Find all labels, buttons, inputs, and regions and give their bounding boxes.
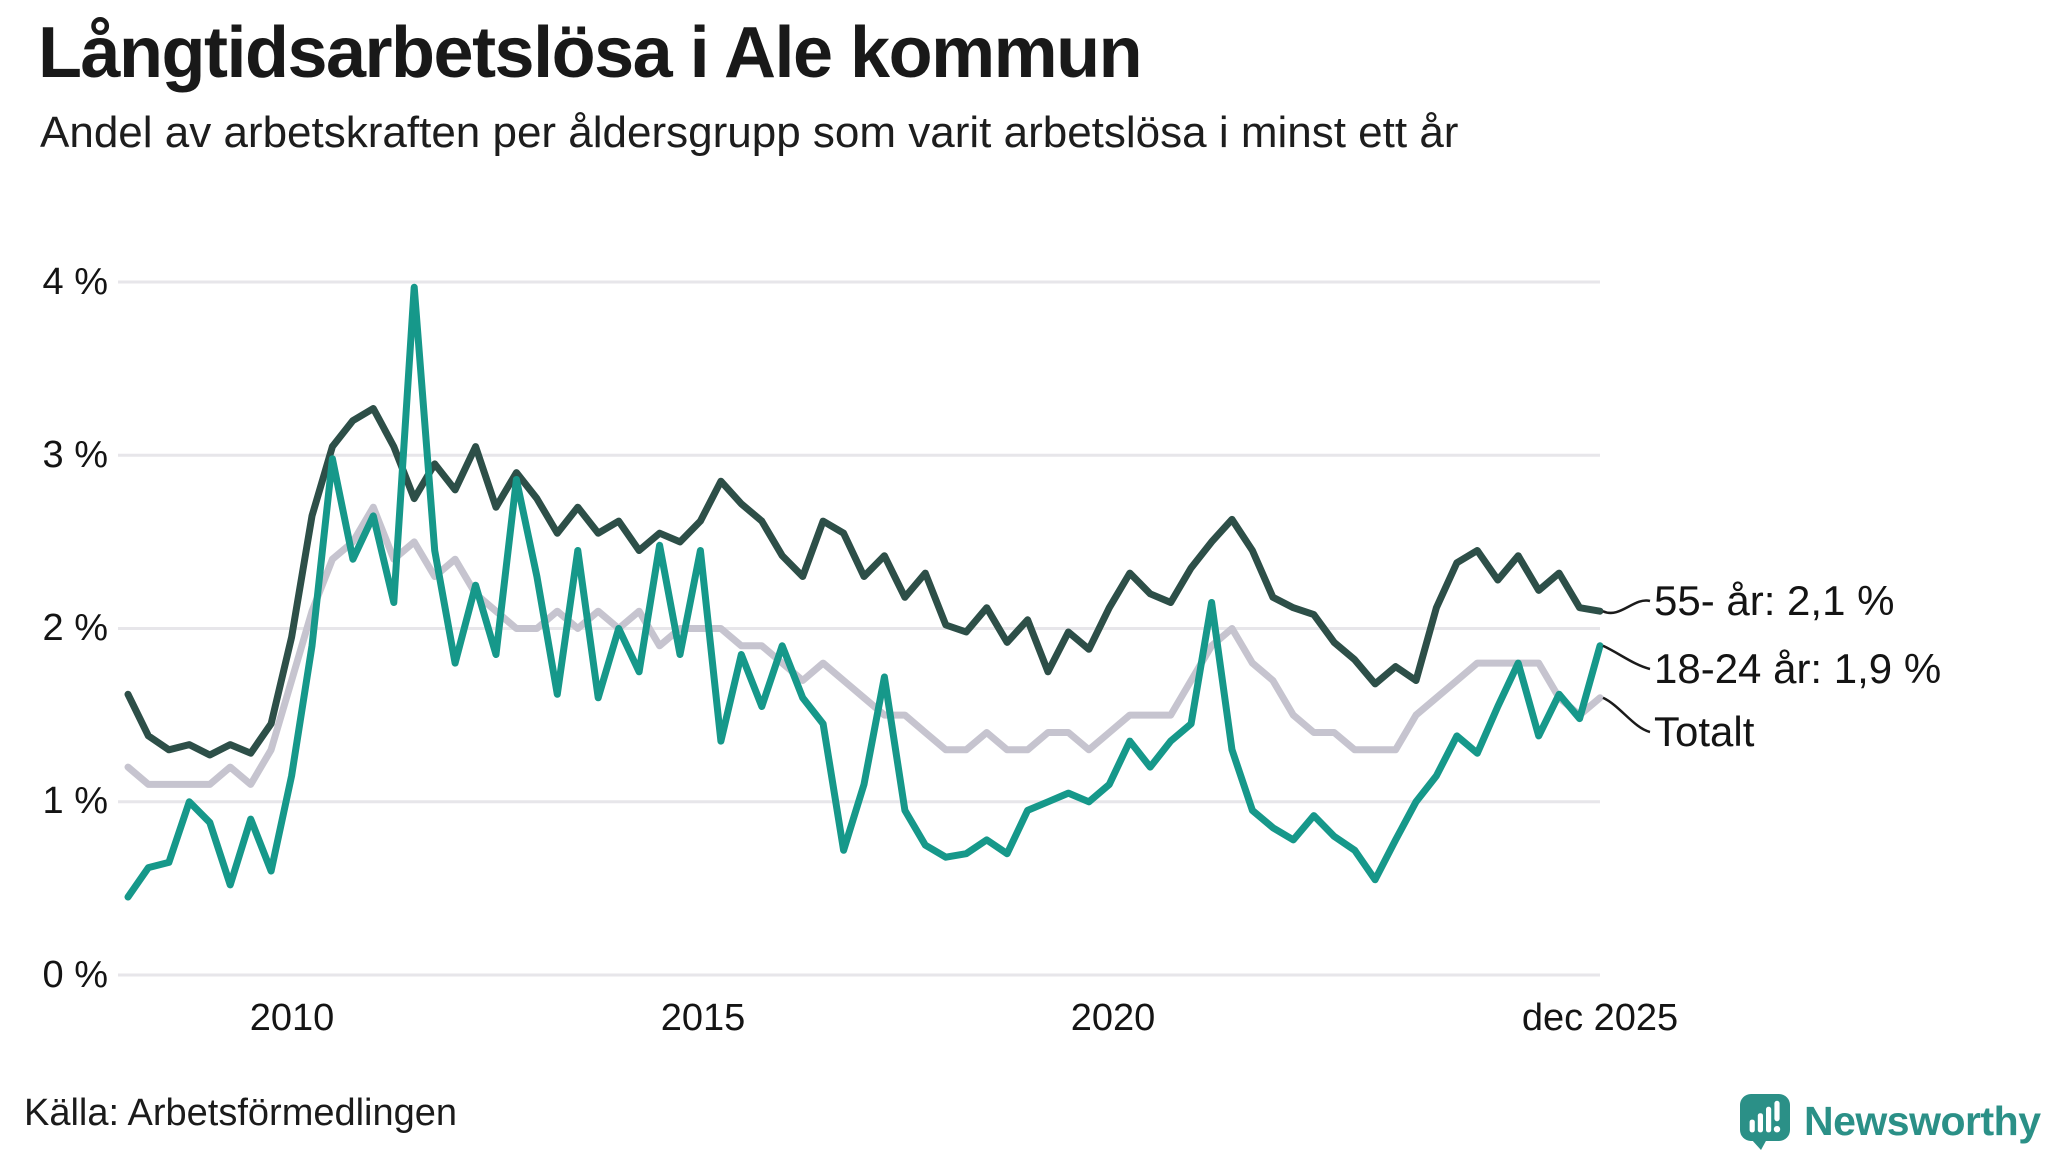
label-connector-55- år xyxy=(1602,599,1651,615)
y-axis-tick-4: 4 % xyxy=(42,261,108,303)
newsworthy-brand[interactable]: Newsworthy xyxy=(1738,1092,2041,1150)
label-connector-Totalt xyxy=(1602,696,1651,734)
series-line-18-24 år xyxy=(124,283,1604,901)
series-end-label-18-24: 18-24 år: 1,9 % xyxy=(1654,645,1942,692)
x-axis-tick-2020: 2020 xyxy=(1070,997,1156,1039)
series-line-Totalt xyxy=(124,503,1604,788)
y-axis-tick-2: 2 % xyxy=(42,607,108,649)
y-axis-tick-3: 3 % xyxy=(42,434,108,476)
newsworthy-logo-icon xyxy=(1740,1094,1790,1150)
label-connector-18-24 år xyxy=(1602,644,1651,671)
chart-subtitle: Andel av arbetskraften per åldersgrupp s… xyxy=(40,108,1459,157)
x-axis-tick-dec-2025: dec 2025 xyxy=(1521,997,1679,1039)
x-axis-tick-2015: 2015 xyxy=(660,997,746,1039)
x-axis-tick-2010: 2010 xyxy=(249,997,335,1039)
series-end-label-totalt: Totalt xyxy=(1654,708,1755,755)
y-axis-tick-1: 1 % xyxy=(42,780,108,822)
chart-title: Långtidsarbetslösa i Ale kommun xyxy=(38,13,1143,93)
series-end-label-55: 55- år: 2,1 % xyxy=(1654,577,1895,624)
series-line-55- år xyxy=(124,405,1604,759)
y-axis-tick-0: 0 % xyxy=(42,954,108,996)
source-note: Källa: Arbetsförmedlingen xyxy=(24,1092,458,1134)
newsworthy-brand-text: Newsworthy xyxy=(1804,1097,2041,1144)
